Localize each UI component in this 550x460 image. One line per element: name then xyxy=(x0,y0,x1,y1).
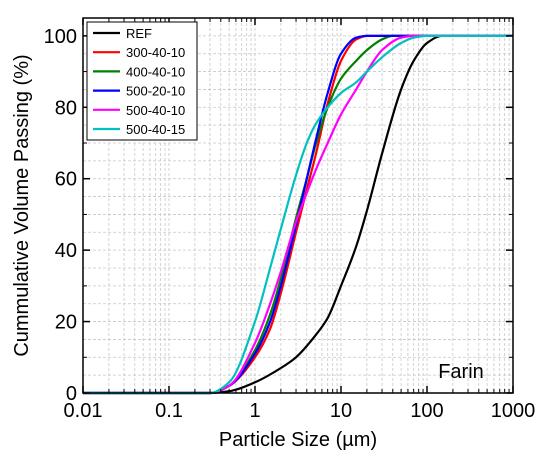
series-line-500-40-10 xyxy=(83,34,513,395)
x-tick-label: 1000 xyxy=(491,400,536,422)
series-layer xyxy=(83,34,513,395)
legend: REF 300-40-10 400-40-10 500-20-10 500-40-10 5… xyxy=(86,21,198,141)
series-line-ref xyxy=(83,34,513,395)
y-tick-label: 100 xyxy=(44,26,77,48)
x-tick-label: 1 xyxy=(249,400,260,422)
axis-ticks: 0.01 0.1 1 10 100 1000 0 20 40 60 80 100 xyxy=(44,18,536,422)
x-axis-title: Particle Size (µm) xyxy=(219,429,377,451)
legend-box xyxy=(86,21,198,141)
y-tick-label: 80 xyxy=(55,97,77,119)
x-tick-label: 0.01 xyxy=(64,400,103,422)
legend-label-300-40-10: 300-40-10 xyxy=(126,45,185,60)
legend-label-500-20-10: 500-20-10 xyxy=(126,84,185,99)
y-tick-label: 40 xyxy=(55,240,77,262)
y-tick-label: 20 xyxy=(55,312,77,334)
legend-label-500-40-15: 500-40-15 xyxy=(126,122,185,137)
legend-label-ref: REF xyxy=(126,26,152,41)
plot-frame xyxy=(82,17,514,394)
x-tick-label: 100 xyxy=(410,400,443,422)
x-tick-label: 0.1 xyxy=(155,400,183,422)
series-line-500-40-15 xyxy=(83,34,513,395)
chart-annotation: Farin xyxy=(438,361,484,383)
x-tick-label: 10 xyxy=(330,400,352,422)
y-tick-label: 0 xyxy=(66,383,77,405)
y-tick-label: 60 xyxy=(55,169,77,191)
legend-label-400-40-10: 400-40-10 xyxy=(126,64,185,79)
legend-label-500-40-10: 500-40-10 xyxy=(126,103,185,118)
y-axis-title: Cummulative Volume Passing (%) xyxy=(11,54,33,356)
